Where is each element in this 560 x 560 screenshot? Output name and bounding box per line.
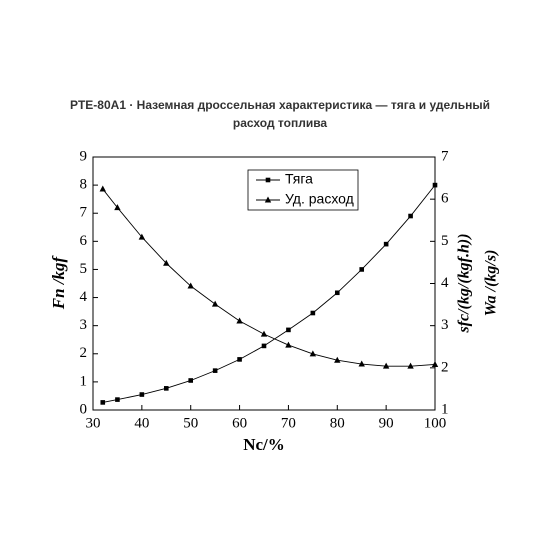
marker <box>383 241 389 247</box>
y-tick-label: 4 <box>80 289 88 305</box>
legend-label: Тяга <box>285 171 313 187</box>
y2-tick-label: 3 <box>441 317 449 333</box>
marker <box>407 362 414 369</box>
y-tick-label: 9 <box>80 148 88 164</box>
marker <box>212 368 218 373</box>
y-tick-label: 2 <box>80 345 88 361</box>
marker <box>286 327 291 333</box>
x-tick-label: 70 <box>281 415 296 431</box>
marker <box>359 267 365 272</box>
y-tick-label: 0 <box>80 401 88 417</box>
x-tick-label: 60 <box>232 415 247 431</box>
marker <box>236 317 243 324</box>
y2-tick-label: 1 <box>441 401 449 417</box>
marker <box>237 357 242 362</box>
x-tick-label: 90 <box>379 415 394 431</box>
marker <box>432 182 438 188</box>
y2-tick-label: 2 <box>441 359 449 375</box>
marker <box>163 386 169 391</box>
x-tick-label: 80 <box>330 415 345 431</box>
legend-box <box>247 169 359 211</box>
y-tick-label: 5 <box>80 261 88 277</box>
y2-axis-label: sfc/(kg/(kgf.h)) <box>456 233 473 333</box>
legend-label: Уд. расход <box>285 191 354 207</box>
series-line <box>102 184 436 403</box>
marker <box>187 282 194 289</box>
legend-marker <box>264 196 272 203</box>
y-tick-label: 6 <box>80 233 88 249</box>
y2-tick-label: 6 <box>441 191 449 207</box>
series-line <box>102 188 436 367</box>
marker <box>100 400 106 405</box>
marker <box>138 233 146 240</box>
y2-tick-label: 4 <box>441 275 449 291</box>
marker <box>309 350 317 357</box>
marker <box>188 378 194 383</box>
y-tick-label: 1 <box>80 373 88 389</box>
y-axis-label: Fn /kgf <box>49 254 68 310</box>
x-tick-label: 50 <box>183 415 198 431</box>
marker <box>334 290 340 296</box>
marker <box>285 341 292 348</box>
x-tick-label: 40 <box>134 415 149 431</box>
marker <box>408 213 413 219</box>
marker <box>139 392 145 397</box>
legend-marker <box>265 177 271 183</box>
y-tick-label: 3 <box>80 317 88 333</box>
marker <box>382 362 390 369</box>
y-tick-label: 8 <box>80 177 88 193</box>
marker <box>310 310 316 316</box>
y2-tick-label: 7 <box>441 148 449 164</box>
y2-tick-label: 5 <box>441 233 449 249</box>
x-axis-label: Nc/% <box>243 435 285 454</box>
marker <box>261 343 267 349</box>
marker <box>114 204 121 211</box>
marker <box>163 259 170 266</box>
y-tick-label: 7 <box>80 205 88 221</box>
marker <box>211 300 219 307</box>
marker <box>99 185 106 192</box>
x-tick-label: 100 <box>424 415 447 431</box>
x-tick-label: 30 <box>86 415 101 431</box>
chart-title: PTE-80A1 · Наземная дроссельная характер… <box>69 98 491 130</box>
y2-axis-label: Wa /(kg/s) <box>483 250 500 317</box>
marker <box>358 360 365 367</box>
marker <box>115 397 120 402</box>
marker <box>334 356 341 363</box>
marker <box>260 330 268 337</box>
marker <box>431 360 439 367</box>
